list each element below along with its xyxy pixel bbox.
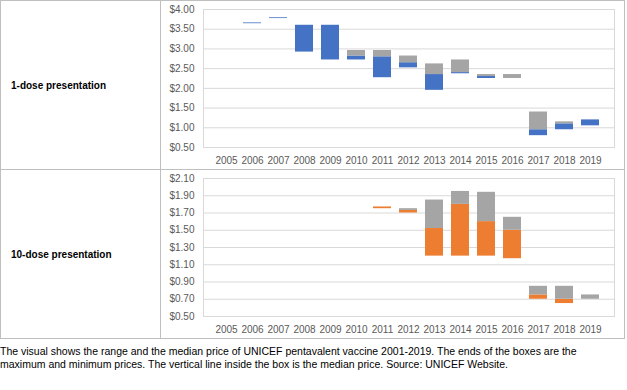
html-text:10-dose presentation: 10-dose presentation — [11, 248, 112, 260]
svg-text:2012: 2012 — [397, 155, 420, 166]
svg-text:$2.50: $2.50 — [169, 63, 194, 74]
svg-text:$1.30: $1.30 — [169, 242, 194, 253]
svg-text:$1.10: $1.10 — [169, 259, 194, 270]
svg-text:2019: 2019 — [579, 324, 602, 335]
svg-text:2005: 2005 — [215, 155, 238, 166]
svg-text:$1.50: $1.50 — [169, 224, 194, 235]
svg-text:$0.50: $0.50 — [169, 311, 194, 322]
svg-text:2018: 2018 — [553, 324, 576, 335]
svg-text:2014: 2014 — [449, 324, 472, 335]
svg-text:2019: 2019 — [579, 155, 602, 166]
svg-text:2016: 2016 — [501, 155, 524, 166]
svg-text:2013: 2013 — [423, 324, 446, 335]
html-text:1-dose presentation: 1-dose presentation — [11, 79, 106, 91]
svg-text:$2.00: $2.00 — [169, 83, 194, 94]
svg-text:2006: 2006 — [241, 155, 264, 166]
svg-text:$0.50: $0.50 — [169, 142, 194, 153]
svg-text:2009: 2009 — [319, 324, 342, 335]
svg-text:2016: 2016 — [501, 324, 524, 335]
svg-text:$4.00: $4.00 — [169, 4, 194, 15]
svg-text:2017: 2017 — [527, 324, 550, 335]
svg-text:2010: 2010 — [345, 324, 368, 335]
svg-text:2011: 2011 — [372, 155, 394, 166]
svg-text:2014: 2014 — [449, 155, 472, 166]
svg-text:2008: 2008 — [293, 324, 316, 335]
svg-text:2015: 2015 — [475, 324, 498, 335]
svg-text:$3.50: $3.50 — [169, 23, 194, 34]
svg-text:2007: 2007 — [267, 155, 290, 166]
html-text:The visual shows the range and: The visual shows the range and the media… — [0, 345, 577, 370]
svg-text:$1.00: $1.00 — [169, 122, 194, 133]
svg-text:2013: 2013 — [423, 155, 446, 166]
svg-text:2018: 2018 — [553, 155, 576, 166]
svg-text:2017: 2017 — [527, 155, 550, 166]
svg-text:2010: 2010 — [345, 155, 368, 166]
svg-text:$0.90: $0.90 — [169, 276, 194, 287]
svg-text:$2.10: $2.10 — [169, 173, 194, 184]
svg-text:$0.70: $0.70 — [169, 293, 194, 304]
svg-text:2008: 2008 — [293, 155, 316, 166]
svg-text:2012: 2012 — [397, 324, 420, 335]
svg-text:2015: 2015 — [475, 155, 498, 166]
svg-text:$1.50: $1.50 — [169, 102, 194, 113]
svg-text:2006: 2006 — [241, 324, 264, 335]
svg-text:$1.90: $1.90 — [169, 190, 194, 201]
svg-text:2007: 2007 — [267, 324, 290, 335]
svg-text:$3.00: $3.00 — [169, 43, 194, 54]
svg-text:$1.70: $1.70 — [169, 207, 194, 218]
svg-text:2009: 2009 — [319, 155, 342, 166]
svg-text:2005: 2005 — [215, 324, 238, 335]
svg-text:2011: 2011 — [372, 324, 394, 335]
